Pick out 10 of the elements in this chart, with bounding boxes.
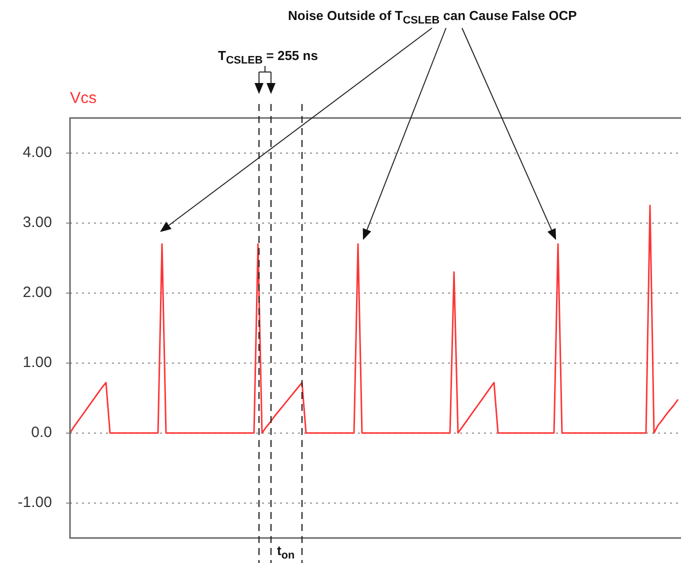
y-axis-title: Vcs (70, 90, 97, 108)
y-tick-label: 3.00 (22, 214, 52, 232)
text: T$_{CSLEB}$ = 255 ns (218, 48, 318, 67)
y-tick-label: 1.00 (22, 354, 52, 372)
y-tick-label: -1.00 (18, 494, 52, 512)
y-tick-label: 2.00 (22, 284, 52, 302)
y-tick-label: 4.00 (22, 144, 52, 162)
y-tick-label: 0.0 (31, 424, 52, 442)
text: t$_{on}$ (277, 543, 295, 562)
text: Noise Outside of T$_{CSLEB}$ can Cause False OCP (288, 8, 577, 27)
